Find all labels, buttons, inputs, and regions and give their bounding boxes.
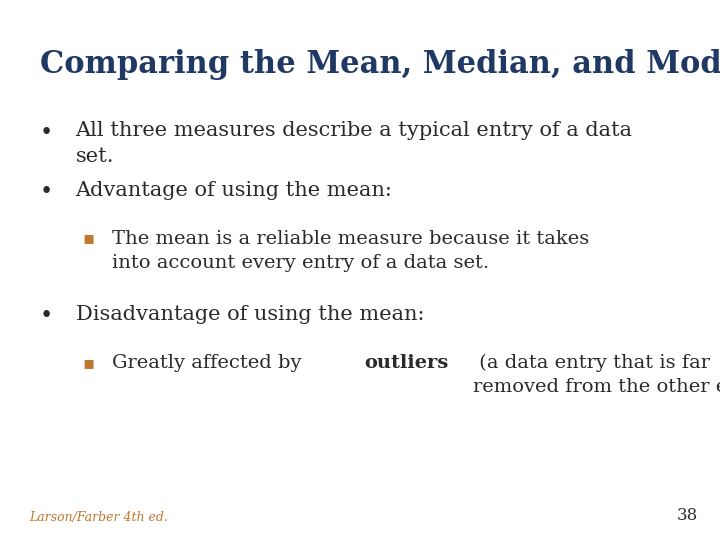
Text: •: • — [40, 305, 53, 327]
Text: ▪: ▪ — [83, 230, 95, 247]
Text: The mean is a reliable measure because it takes
into account every entry of a da: The mean is a reliable measure because i… — [112, 230, 589, 272]
Text: Greatly affected by: Greatly affected by — [112, 354, 307, 372]
Text: (a data entry that is far
removed from the other entries in the data set).: (a data entry that is far removed from t… — [473, 354, 720, 396]
Text: 38: 38 — [677, 507, 698, 524]
Text: •: • — [40, 122, 53, 144]
Text: Advantage of using the mean:: Advantage of using the mean: — [76, 181, 392, 200]
Text: outliers: outliers — [364, 354, 449, 372]
Text: Comparing the Mean, Median, and Mode: Comparing the Mean, Median, and Mode — [40, 49, 720, 79]
Text: ▪: ▪ — [83, 354, 95, 372]
Text: •: • — [40, 181, 53, 203]
Text: All three measures describe a typical entry of a data
set.: All three measures describe a typical en… — [76, 122, 633, 166]
Text: Disadvantage of using the mean:: Disadvantage of using the mean: — [76, 305, 424, 324]
Text: Larson/Farber 4th ed.: Larson/Farber 4th ed. — [29, 511, 168, 524]
